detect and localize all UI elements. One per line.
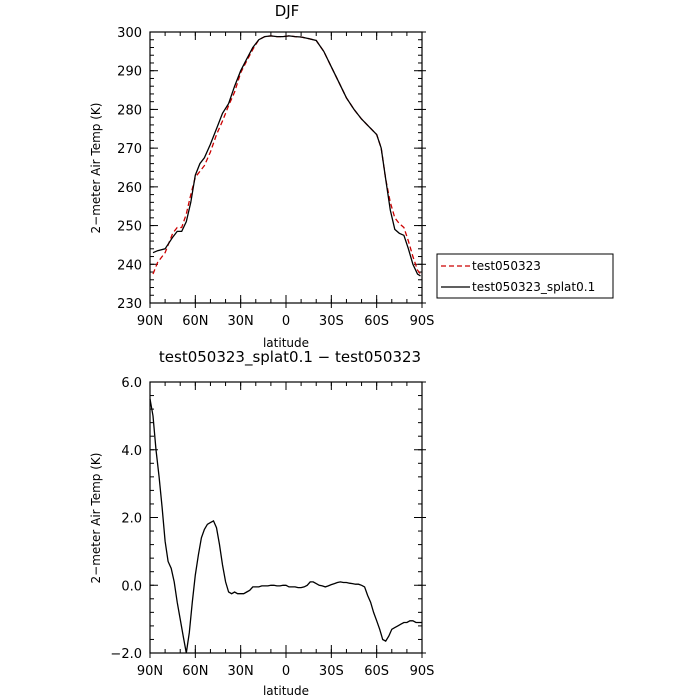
y-tick-label: 4.0	[121, 444, 142, 459]
bottom-y-tick-labels: −2.0 0.0 2.0 4.0 6.0	[110, 376, 142, 662]
x-tick-label: 0	[282, 314, 290, 329]
legend-label-red: test050323	[472, 259, 541, 273]
top-chart: DJF 230 240 250 260 270 280 290 300 90N 60N 30N 0 3…	[89, 2, 434, 350]
x-tick-label: 60S	[364, 664, 389, 679]
y-tick-label: 2.0	[121, 512, 142, 527]
y-tick-label: 260	[117, 181, 142, 196]
y-tick-label: 300	[117, 26, 142, 41]
x-tick-label: 90N	[137, 664, 163, 679]
y-tick-label: 250	[117, 220, 142, 235]
legend-label-black: test050323_splat0.1	[472, 280, 595, 294]
bottom-series	[149, 398, 422, 654]
y-tick-label: 280	[117, 103, 142, 118]
x-tick-label: 90S	[410, 314, 435, 329]
x-tick-label: 30S	[319, 314, 344, 329]
top-plot-frame	[149, 31, 423, 304]
top-y-tick-labels: 230 240 250 260 270 280 290 300	[117, 26, 142, 312]
x-tick-label: 60N	[182, 664, 208, 679]
x-tick-label: 30S	[319, 664, 344, 679]
top-y-axis-label: 2−meter Air Temp (K)	[89, 103, 103, 234]
x-tick-label: 90S	[410, 664, 435, 679]
legend-box	[436, 253, 614, 299]
bottom-y-axis-label: 2−meter Air Temp (K)	[89, 453, 103, 584]
x-tick-label: 60S	[364, 314, 389, 329]
y-tick-label: −2.0	[110, 647, 142, 662]
y-tick-label: 240	[117, 258, 142, 273]
bottom-plot-frame	[149, 381, 423, 654]
x-tick-label: 30N	[228, 664, 254, 679]
top-chart-title: DJF	[275, 2, 300, 20]
top-series	[152, 35, 422, 277]
bottom-x-axis-label: latitude	[263, 684, 309, 698]
y-tick-label: 6.0	[121, 376, 142, 391]
bottom-chart-title: test050323_splat0.1 − test050323	[159, 348, 421, 367]
y-tick-label: 0.0	[121, 579, 142, 594]
top-x-axis-label: latitude	[263, 336, 309, 350]
top-x-tick-labels: 90N 60N 30N 0 30S 60S 90S	[137, 314, 435, 329]
bottom-series-line-0	[149, 398, 422, 654]
y-tick-label: 290	[117, 65, 142, 80]
x-tick-label: 0	[282, 664, 290, 679]
x-tick-label: 60N	[182, 314, 208, 329]
y-tick-label: 270	[117, 142, 142, 157]
x-tick-label: 30N	[228, 314, 254, 329]
bottom-chart: test050323_splat0.1 − test050323 −2.0 0.0…	[89, 348, 434, 698]
x-tick-label: 90N	[137, 314, 163, 329]
top-series-line-0	[152, 35, 422, 275]
top-series-line-1	[152, 35, 421, 277]
bottom-x-tick-labels: 90N 60N 30N 0 30S 60S 90S	[137, 664, 435, 679]
y-tick-label: 230	[117, 297, 142, 312]
legend: test050323 test050323_splat0.1	[436, 253, 614, 299]
